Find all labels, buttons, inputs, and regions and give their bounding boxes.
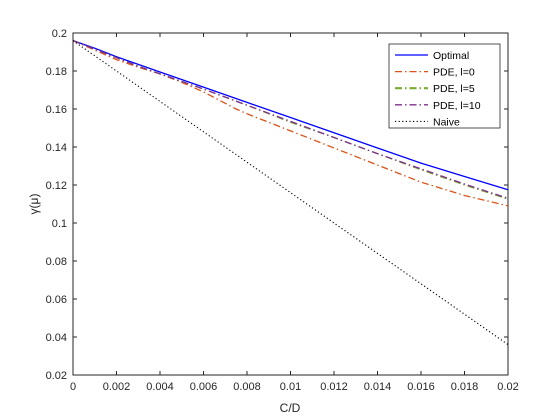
x-tick-label: 0.004 bbox=[146, 381, 174, 393]
legend-label-pde-l-0: PDE, l=0 bbox=[433, 67, 475, 79]
x-axis-ticks: 0 0.002 0.004 0.006 0.008 0.01 0.012 0.014 0.016… bbox=[70, 33, 519, 393]
y-tick-label: 0.16 bbox=[46, 104, 67, 116]
y-tick-label: 0.02 bbox=[46, 370, 67, 382]
legend-label-pde-l-5: PDE, l=5 bbox=[433, 83, 475, 95]
legend-label-naive: Naive bbox=[433, 116, 460, 128]
x-tick-label: 0.02 bbox=[497, 381, 518, 393]
x-tick-label: 0 bbox=[70, 381, 76, 393]
series-layer bbox=[72, 39, 509, 346]
legend-label-pde-l-10: PDE, l=10 bbox=[433, 100, 481, 112]
series-line-pde-l-10 bbox=[72, 39, 509, 199]
series-line-optimal bbox=[72, 39, 509, 191]
y-axis-ticks: 0.02 0.04 0.06 0.08 0.1 0.12 0.14 0.16 0.18 0.2 bbox=[46, 28, 508, 382]
x-axis-label: C/D bbox=[280, 401, 301, 415]
y-tick-label: 0.14 bbox=[46, 142, 67, 154]
y-tick-label: 0.04 bbox=[46, 332, 67, 344]
y-axis-label: γ(μ) bbox=[27, 194, 41, 215]
x-tick-label: 0.016 bbox=[407, 381, 435, 393]
x-tick-label: 0.006 bbox=[190, 381, 218, 393]
y-tick-label: 0.18 bbox=[46, 66, 67, 78]
y-tick-label: 0.2 bbox=[52, 28, 67, 40]
x-tick-label: 0.018 bbox=[451, 381, 479, 393]
series-line-pde-l-0 bbox=[72, 40, 509, 207]
y-tick-label: 0.06 bbox=[46, 294, 67, 306]
x-tick-label: 0.014 bbox=[364, 381, 392, 393]
legend: Optimal PDE, l=0 PDE, l=5 PDE, l=10 Naive bbox=[388, 43, 501, 129]
y-tick-label: 0.08 bbox=[46, 256, 67, 268]
x-tick-label: 0.012 bbox=[320, 381, 348, 393]
x-tick-label: 0.002 bbox=[103, 381, 131, 393]
x-tick-label: 0.01 bbox=[280, 381, 301, 393]
y-tick-label: 0.12 bbox=[46, 180, 67, 192]
y-tick-label: 0.1 bbox=[52, 218, 67, 230]
legend-box bbox=[388, 43, 501, 129]
x-tick-label: 0.008 bbox=[233, 381, 261, 393]
legend-label-optimal: Optimal bbox=[433, 50, 469, 62]
